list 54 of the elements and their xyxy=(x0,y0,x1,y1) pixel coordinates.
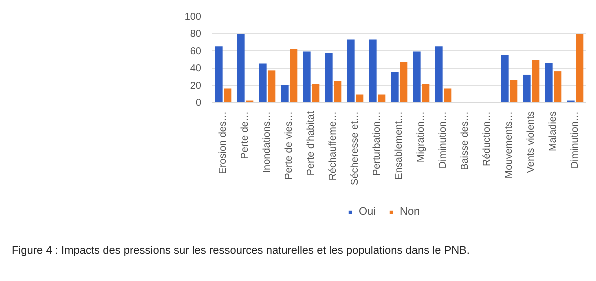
y-tick-label: 80 xyxy=(190,29,202,40)
bar xyxy=(334,81,342,102)
x-tick-label: Perte d'habitat xyxy=(306,111,317,176)
x-tick-label: Ensablement… xyxy=(394,111,405,180)
legend-label: Oui xyxy=(359,206,378,218)
x-tick-label: Diminution… xyxy=(570,111,581,169)
bar xyxy=(325,53,333,102)
bar xyxy=(435,46,443,102)
bar xyxy=(312,84,320,102)
x-tick-label: Vents violents xyxy=(526,111,537,174)
bar xyxy=(554,72,562,102)
bar xyxy=(303,52,311,102)
x-tick-label: Réduction… xyxy=(482,112,493,167)
y-tick-label: 60 xyxy=(190,46,202,58)
bar xyxy=(290,49,298,102)
legend-label: Non xyxy=(400,206,420,218)
x-tick-label: Sécheresse et… xyxy=(350,111,361,186)
bar xyxy=(369,40,377,102)
bar xyxy=(510,80,518,102)
x-tick-label: Erosion des… xyxy=(218,111,229,174)
bar xyxy=(347,40,355,102)
x-tick-label: Réchauffeme… xyxy=(328,112,339,181)
bar xyxy=(413,52,421,102)
bar xyxy=(422,84,430,102)
bar xyxy=(523,74,531,102)
bar xyxy=(532,60,540,102)
bar xyxy=(356,94,364,102)
bar xyxy=(259,64,267,102)
y-tick-label: 0 xyxy=(196,98,202,109)
x-tick-label: Perte de… xyxy=(240,111,251,160)
x-tick-label: Diminution… xyxy=(438,111,449,169)
bar xyxy=(576,34,584,102)
caption: Figure 4 : Impacts des pressions sur les ressources naturelles et les populations dans le PNB. xyxy=(12,244,470,259)
y-tick-label: 40 xyxy=(190,64,202,75)
bar xyxy=(378,94,386,102)
bar xyxy=(545,62,553,102)
x-tick-label: Baisse des… xyxy=(460,111,471,170)
x-tick-label: Perturbation… xyxy=(372,111,383,176)
bar xyxy=(224,88,232,102)
x-tick-label: Maladies xyxy=(548,111,559,152)
bar xyxy=(237,34,245,102)
x-tick-label: Inondations… xyxy=(262,111,273,174)
bar xyxy=(215,46,223,102)
bar xyxy=(391,72,399,102)
bar xyxy=(281,85,289,102)
bar xyxy=(501,55,509,102)
y-tick-label: 100 xyxy=(184,12,202,23)
bar xyxy=(268,70,276,102)
bar xyxy=(400,62,408,102)
y-tick-label: 20 xyxy=(190,80,202,92)
x-tick-label: Migration… xyxy=(416,111,427,163)
x-tick-label: Mouvements… xyxy=(504,111,515,179)
bar xyxy=(444,88,452,102)
x-tick-label: Perte de vies… xyxy=(284,111,295,180)
